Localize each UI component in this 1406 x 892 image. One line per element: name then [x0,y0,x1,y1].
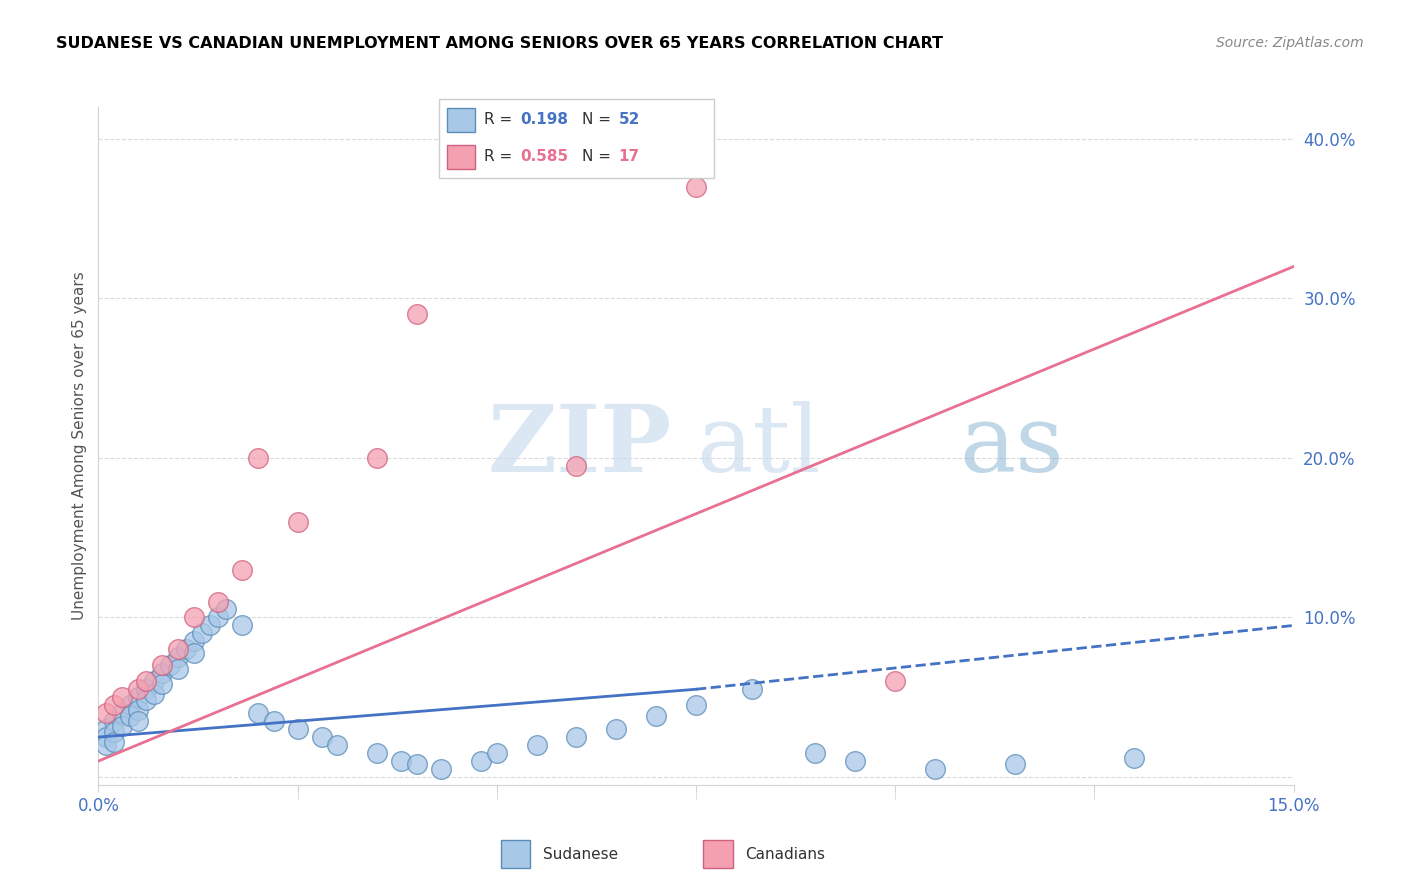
Point [96,722,118,736]
Point [565,458,588,473]
Point [526,738,548,752]
Point [924,762,946,776]
Text: Canadians: Canadians [745,847,825,862]
Point [366,746,388,760]
Y-axis label: Unemployment Among Seniors over 65 years: Unemployment Among Seniors over 65 years [72,272,87,620]
Point [111,690,134,705]
Text: 0.585: 0.585 [520,149,568,164]
Point [406,757,429,772]
Point [143,687,166,701]
Point [287,515,309,529]
Point [167,661,190,675]
Point [198,618,221,632]
Point [246,450,269,465]
Point [183,634,205,648]
Text: atl: atl [696,401,821,491]
Point [884,674,907,689]
Point [127,714,149,728]
Point [366,450,388,465]
Point [470,754,492,768]
Point [111,719,134,733]
Point [183,610,205,624]
Point [430,762,453,776]
Point [844,754,866,768]
FancyBboxPatch shape [439,99,714,178]
Point [120,698,142,713]
Point [127,703,149,717]
Point [207,594,229,608]
Point [191,626,214,640]
Text: R =: R = [484,112,517,128]
Point [804,746,827,760]
Point [231,563,253,577]
Point [96,738,118,752]
Point [1004,757,1026,772]
Point [645,709,668,723]
Text: N =: N = [582,149,616,164]
Bar [447,145,475,169]
Text: SUDANESE VS CANADIAN UNEMPLOYMENT AMONG SENIORS OVER 65 YEARS CORRELATION CHART: SUDANESE VS CANADIAN UNEMPLOYMENT AMONG … [56,36,943,51]
Point [174,642,197,657]
Point [103,714,125,728]
Point [135,674,157,689]
Text: 52: 52 [619,112,640,128]
Point [103,735,125,749]
Point [111,706,134,721]
Point [167,642,190,657]
Point [183,646,205,660]
Point [167,650,190,665]
Text: as: as [959,401,1064,491]
Point [135,693,157,707]
Point [207,610,229,624]
Text: N =: N = [582,112,616,128]
Text: ZIP: ZIP [488,401,672,491]
Point [311,730,333,744]
Point [685,698,707,713]
Point [143,674,166,689]
Point [103,725,125,739]
Point [246,706,269,721]
Point [127,682,149,697]
Bar [501,840,530,868]
Text: 0.198: 0.198 [520,112,568,128]
Point [485,746,508,760]
Point [263,714,285,728]
Point [120,709,142,723]
Point [389,754,412,768]
Point [741,682,763,697]
Point [135,682,157,697]
Point [326,738,349,752]
Point [150,658,173,673]
Point [150,666,173,681]
Text: Source: ZipAtlas.com: Source: ZipAtlas.com [1216,36,1364,50]
Point [159,658,181,673]
Point [406,307,429,321]
Point [231,618,253,632]
Point [287,722,309,736]
Point [1123,751,1146,765]
Text: R =: R = [484,149,517,164]
Point [215,602,238,616]
Point [685,179,707,194]
Point [565,730,588,744]
Point [150,677,173,691]
Point [96,730,118,744]
Point [127,690,149,705]
Text: 17: 17 [619,149,640,164]
Bar [703,840,733,868]
Text: Sudanese: Sudanese [543,847,617,862]
Bar [447,108,475,132]
Point [605,722,627,736]
Point [103,698,125,713]
Point [96,706,118,721]
